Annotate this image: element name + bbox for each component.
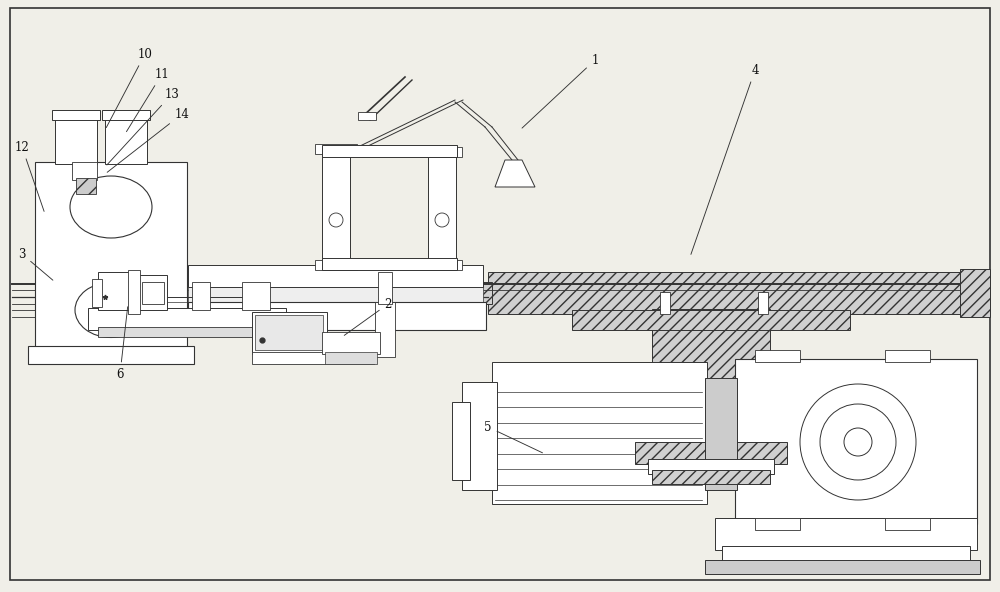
Bar [885, 518, 930, 530]
Bar [378, 272, 392, 304]
Bar [52, 110, 100, 120]
Bar [35, 162, 187, 350]
Bar [705, 378, 737, 490]
Bar [755, 350, 800, 362]
Polygon shape [495, 160, 535, 187]
Bar [55, 116, 97, 164]
Bar [255, 315, 323, 350]
Ellipse shape [75, 282, 147, 337]
Text: 13: 13 [107, 88, 179, 165]
Bar [652, 470, 770, 484]
Bar [652, 309, 770, 447]
Bar [960, 269, 990, 317]
Bar [242, 282, 270, 310]
Bar [142, 282, 164, 304]
Bar [635, 442, 787, 464]
Bar [492, 362, 707, 504]
Text: 10: 10 [106, 47, 152, 127]
Bar [452, 402, 470, 480]
Bar [420, 260, 462, 270]
Bar [322, 145, 457, 157]
Bar [188, 285, 483, 330]
Bar [375, 302, 395, 357]
Bar [315, 144, 357, 154]
Text: 14: 14 [107, 108, 189, 172]
Bar [315, 260, 357, 270]
Bar [452, 282, 492, 304]
Bar [722, 546, 970, 564]
Text: 4: 4 [691, 63, 759, 255]
Bar [88, 308, 286, 330]
Text: 12: 12 [15, 140, 44, 211]
Bar [98, 272, 130, 310]
Bar [735, 359, 977, 524]
Bar [705, 560, 980, 574]
Text: 11: 11 [126, 67, 169, 131]
Bar [758, 292, 768, 314]
Bar [92, 279, 102, 307]
Bar [76, 178, 96, 194]
Text: 6: 6 [116, 307, 128, 381]
Bar [648, 459, 774, 474]
Bar [885, 350, 930, 362]
Bar [188, 265, 483, 287]
Circle shape [844, 428, 872, 456]
Bar [252, 352, 374, 364]
Circle shape [820, 404, 896, 480]
Text: 1: 1 [522, 53, 599, 128]
Bar [322, 332, 380, 354]
Text: 2: 2 [344, 298, 392, 336]
Bar [715, 518, 977, 550]
Bar [572, 310, 850, 330]
Bar [325, 352, 377, 364]
Bar [98, 327, 276, 337]
Ellipse shape [70, 176, 152, 238]
Circle shape [800, 384, 916, 500]
Bar [428, 156, 456, 264]
Bar [420, 147, 462, 157]
Text: 5: 5 [484, 420, 542, 453]
Bar [488, 272, 983, 314]
Bar [252, 312, 327, 354]
Bar [28, 346, 194, 364]
Circle shape [435, 213, 449, 227]
Bar [462, 382, 497, 490]
Bar [322, 152, 350, 264]
Bar [125, 275, 167, 310]
Bar [755, 518, 800, 530]
Bar [358, 112, 376, 120]
Bar [105, 116, 147, 164]
Bar [72, 162, 97, 180]
Circle shape [329, 213, 343, 227]
Bar [102, 110, 150, 120]
Bar [188, 302, 486, 330]
Bar [660, 292, 670, 314]
Text: 3: 3 [18, 247, 53, 280]
Bar [128, 270, 140, 314]
Bar [322, 258, 457, 270]
Bar [192, 282, 210, 310]
